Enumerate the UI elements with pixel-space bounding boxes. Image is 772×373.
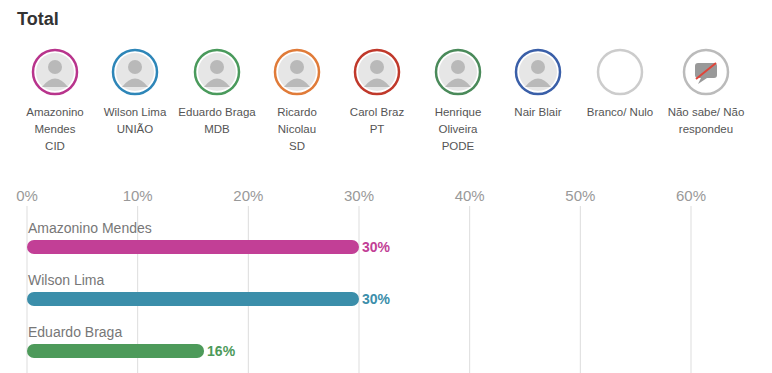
candidate-avatar: [113, 50, 157, 94]
bars: [27, 240, 359, 358]
candidate-avatar: [684, 50, 728, 94]
candidate-name: Não sabe/ Não respondeu: [668, 106, 745, 135]
avatar-bg: [519, 53, 557, 91]
candidate-label: Wilson Lima UNIÃO: [95, 104, 175, 138]
candidate-avatar: [195, 50, 239, 94]
avatar-head: [531, 60, 545, 74]
chart: 0% 10% 20% 30% 40% 50% 60% Amazonino Mendes 30% W…: [0, 0, 772, 373]
category-label: Wilson Lima: [28, 272, 104, 288]
candidate-party: PODE: [442, 140, 475, 152]
category-label: Eduardo Braga: [28, 324, 122, 340]
avatar-ring: [113, 50, 157, 94]
candidate-label: Eduardo Braga MDB: [177, 104, 257, 138]
grid-line: [248, 206, 249, 373]
candidate-name: Nair Blair: [514, 106, 561, 118]
avatar-bg: [198, 53, 236, 91]
avatar-ring: [355, 50, 399, 94]
candidate-party: SD: [289, 140, 305, 152]
avatar-ring: [684, 50, 728, 94]
candidate-avatar: [598, 50, 642, 94]
candidate-label: Henrique Oliveira PODE: [418, 104, 498, 155]
candidate-name: Ricardo Nicolau: [277, 106, 317, 135]
candidate-label: Branco/ Nulo: [580, 104, 660, 121]
candidate-party: MDB: [204, 123, 230, 135]
candidate-label: Carol Braz PT: [337, 104, 417, 138]
avatar-bg: [278, 53, 316, 91]
tick-label: 30%: [344, 187, 374, 204]
avatar-body: [445, 79, 471, 88]
avatar-ring: [598, 50, 642, 94]
candidate-name: Branco/ Nulo: [587, 106, 653, 118]
avatar-ring: [436, 50, 480, 94]
avatar-ring: [33, 50, 77, 94]
bar: [27, 344, 204, 358]
candidate-avatar: [516, 50, 560, 94]
avatar-ring: [275, 50, 319, 94]
avatar-bg: [116, 53, 154, 91]
tick-label: 10%: [123, 187, 153, 204]
bar: [27, 240, 359, 254]
candidate-name: Wilson Lima: [104, 106, 167, 118]
tick-label: 40%: [455, 187, 485, 204]
grid-line: [469, 206, 470, 373]
candidate-avatar: [436, 50, 480, 94]
avatar-body: [364, 79, 390, 88]
tick-label: 20%: [233, 187, 263, 204]
candidate-party: UNIÃO: [117, 123, 153, 135]
avatar-body: [122, 79, 148, 88]
avatar-body: [284, 79, 310, 88]
candidate-label: Nair Blair: [498, 104, 578, 121]
candidate-name: Carol Braz: [350, 106, 404, 118]
candidate-name: Eduardo Braga: [178, 106, 255, 118]
avatar-head: [370, 60, 384, 74]
avatar-bg: [36, 53, 74, 91]
slash: [696, 63, 716, 79]
avatar-bg: [358, 53, 396, 91]
avatar-head: [290, 60, 304, 74]
page: 0% 10% 20% 30% 40% 50% 60% Amazonino Mendes 30% W…: [0, 0, 772, 373]
candidate-avatar: [275, 50, 319, 94]
avatar-body: [204, 79, 230, 88]
data-label: 16%: [207, 343, 236, 359]
avatar-head: [128, 60, 142, 74]
category-label: Amazonino Mendes: [28, 220, 152, 236]
bar: [27, 292, 359, 306]
candidate-name: Henrique Oliveira: [435, 106, 482, 135]
grid-line: [359, 206, 360, 373]
tick-label: 50%: [565, 187, 595, 204]
candidate-party: PT: [370, 123, 385, 135]
avatar-ring: [195, 50, 239, 94]
candidate-avatar: [355, 50, 399, 94]
grid-line: [580, 206, 581, 373]
grid-line: [691, 206, 692, 373]
tick-label: 0%: [16, 187, 38, 204]
data-label: 30%: [362, 239, 391, 255]
candidate-label: Não sabe/ Não respondeu: [666, 104, 746, 138]
candidate-label: Amazonino Mendes CID: [15, 104, 95, 155]
avatar-body: [42, 79, 68, 88]
candidate-avatar: [33, 50, 77, 94]
avatar-ring: [516, 50, 560, 94]
title: Total: [17, 9, 59, 30]
avatar-bg: [439, 53, 477, 91]
bubble: [695, 63, 717, 78]
candidate-party: CID: [45, 140, 65, 152]
data-label: 30%: [362, 291, 391, 307]
candidate-name: Amazonino Mendes: [26, 106, 84, 135]
candidate-label: Ricardo Nicolau SD: [257, 104, 337, 155]
tick-label: 60%: [676, 187, 706, 204]
avatar-head: [48, 60, 62, 74]
avatar-head: [451, 60, 465, 74]
avatar-head: [210, 60, 224, 74]
avatar-body: [525, 79, 551, 88]
bubble-tail: [698, 78, 707, 84]
